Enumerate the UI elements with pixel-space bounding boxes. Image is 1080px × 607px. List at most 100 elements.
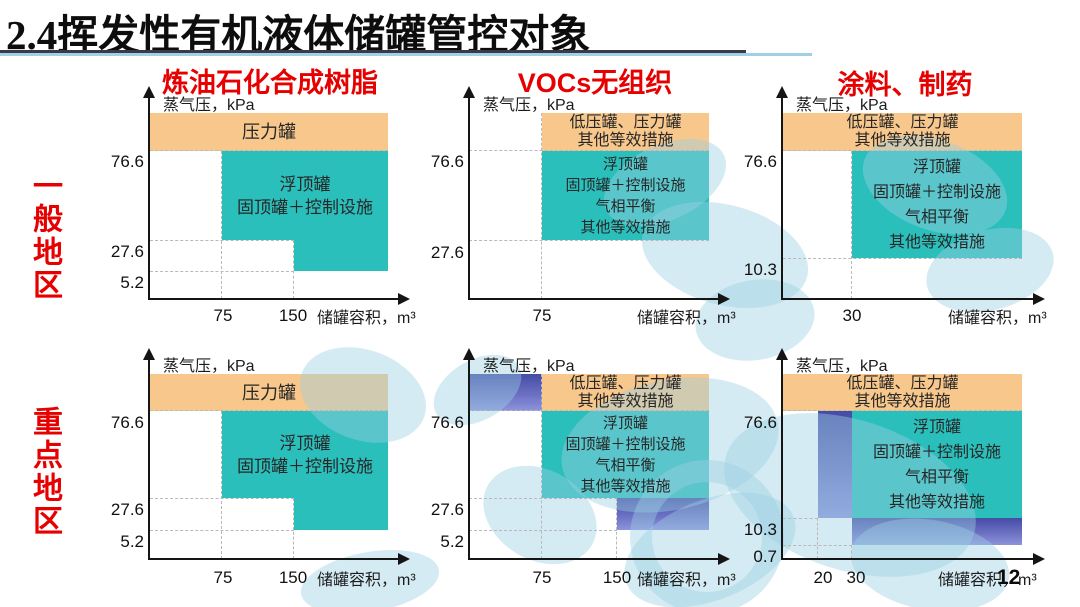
- chartE-gridline-75: [541, 374, 542, 559]
- column-header-refining: 炼油石化合成树脂: [162, 68, 378, 98]
- chartD-pressure-tank-region: [150, 374, 388, 411]
- chartF-y-axis: [781, 358, 783, 559]
- chartD-floating-roof-label: 浮顶罐 固顶罐＋控制设施: [237, 433, 373, 476]
- chartF-x-axis: [781, 558, 1035, 560]
- chartA-floating-roof-region: [222, 151, 388, 240]
- chartC-gridline-10-3: [783, 258, 1022, 259]
- chartF-x-axis-arrow-icon: [1033, 553, 1045, 565]
- chartC-x-axis-label: 储罐容积，m³: [948, 310, 1047, 327]
- chartF-xtick: 30: [846, 568, 866, 587]
- chartC-y-axis-label: 蒸气压，kPa: [796, 97, 888, 114]
- chartD-y-axis: [148, 358, 150, 559]
- chartB-low-pressure-region: [542, 113, 709, 151]
- chartF-xtick: 20: [813, 568, 833, 587]
- chartE-ytick: 76.6: [430, 413, 464, 432]
- chartD-gridline-76-6: [150, 410, 388, 411]
- chartC-floating-roof-region: [852, 151, 1022, 258]
- chartD-xtick: 150: [278, 568, 308, 587]
- chartC-low-pressure-region: [783, 113, 1022, 151]
- chartF-ytick: 0.7: [753, 547, 777, 566]
- chartE-floating-roof-label: 浮顶罐 固顶罐＋控制设施 气相平衡 其他等效措施: [565, 414, 686, 495]
- chartA-pressure-tank-region: [150, 113, 388, 151]
- chartF-ytick: 76.6: [743, 413, 777, 432]
- chartE-low-pressure-label: 低压罐、压力罐 其他等效措施: [569, 374, 682, 410]
- chartB-low-pressure-label: 低压罐、压力罐 其他等效措施: [569, 114, 682, 149]
- chartD-pressure-tank-label: 压力罐: [242, 382, 296, 403]
- chartC-y-axis: [781, 96, 783, 299]
- chartA-ytick: 76.6: [110, 152, 144, 171]
- chartE-x-axis: [468, 558, 720, 560]
- chartD-gridline-150: [293, 498, 294, 559]
- chartA-xtick: 75: [213, 306, 233, 325]
- chartB-xtick: 75: [532, 306, 552, 325]
- column-header-vocs: VOCs无组织: [517, 68, 673, 98]
- chartB-x-axis: [468, 298, 720, 300]
- chartC-floating-roof-label: 浮顶罐 固顶罐＋控制设施 气相平衡 其他等效措施: [872, 158, 1001, 251]
- chartC-x-axis-arrow-icon: [1033, 293, 1045, 305]
- chartA-gridline-75: [221, 151, 222, 299]
- chartE-x-axis-label: 储罐容积，m³: [637, 572, 736, 589]
- chartF-low-pressure-region: [783, 374, 1022, 411]
- chartD-y-axis-arrow-icon: [143, 348, 155, 360]
- chartA-xtick: 150: [278, 306, 308, 325]
- chartF-x-axis-label: 储罐容积，m³: [938, 572, 1037, 589]
- row-header-general: 一般地区: [28, 170, 61, 302]
- chartD-y-axis-label: 蒸气压，kPa: [163, 358, 255, 375]
- chartA-ytick: 5.2: [120, 273, 144, 292]
- chartA-y-axis-label: 蒸气压，kPa: [163, 97, 255, 114]
- chartD-floating-roof-region-step: [294, 498, 388, 530]
- chartE-xtick: 150: [602, 568, 632, 587]
- row-header-key: 重点地区: [28, 406, 61, 538]
- chartB-y-axis-label: 蒸气压，kPa: [483, 97, 575, 114]
- chartA-x-axis-label: 储罐容积，m³: [317, 310, 416, 327]
- chartF-gridline-20: [817, 518, 818, 559]
- chartB-ytick: 76.6: [430, 152, 464, 171]
- chartD-floating-roof-region: [222, 411, 388, 498]
- chartE-gridline-5-2: [469, 530, 617, 531]
- chartD-x-axis-label: 储罐容积，m³: [317, 572, 416, 589]
- chartE-ytick: 5.2: [440, 532, 464, 551]
- chartF-extra-control-region-bottom: [852, 518, 1022, 545]
- chartD-gridline-75: [221, 411, 222, 559]
- chartA-pressure-tank-label: 压力罐: [242, 122, 296, 142]
- chartB-y-axis: [468, 96, 470, 299]
- chartC-x-axis: [781, 298, 1035, 300]
- chartE-x-axis-arrow-icon: [718, 553, 730, 565]
- chartA-gridline-76-6: [150, 150, 388, 151]
- chartC-ytick: 76.6: [743, 152, 777, 171]
- chartE-gridline-150: [616, 498, 617, 559]
- chartC-low-pressure-label: 低压罐、压力罐 其他等效措施: [846, 114, 959, 149]
- chartE-y-axis-label: 蒸气压，kPa: [483, 358, 575, 375]
- chartE-gridline-27-6: [469, 498, 617, 499]
- chartC-y-axis-arrow-icon: [776, 86, 788, 98]
- chartC-ytick: 10.3: [743, 260, 777, 279]
- chartA-gridline-150: [293, 240, 294, 299]
- chartB-gridline-27-6: [469, 240, 709, 241]
- title-underline-accent: [0, 53, 812, 56]
- chartC-gridline-76-6: [783, 150, 1022, 151]
- chartB-floating-roof-label: 浮顶罐 固顶罐＋控制设施 气相平衡 其他等效措施: [565, 155, 686, 236]
- chartD-x-axis: [148, 558, 400, 560]
- chartA-floating-roof-region-step: [294, 240, 388, 271]
- chartB-gridline-76-6: [469, 150, 709, 151]
- chartB-y-axis-arrow-icon: [463, 86, 475, 98]
- chartA-ytick: 27.6: [110, 242, 144, 261]
- chartE-y-axis-arrow-icon: [463, 348, 475, 360]
- chartE-low-pressure-region: [542, 374, 709, 411]
- chartA-gridline-27-6: [150, 240, 294, 241]
- chartA-gridline-5-2: [150, 271, 294, 272]
- chartB-ytick: 27.6: [430, 243, 464, 262]
- chartD-gridline-27-6: [150, 498, 294, 499]
- chartC-xtick: 30: [842, 306, 862, 325]
- chartE-xtick: 75: [532, 568, 552, 587]
- chartE-ytick: 27.6: [430, 500, 464, 519]
- chartF-y-axis-arrow-icon: [776, 348, 788, 360]
- chartD-xtick: 75: [213, 568, 233, 587]
- chartE-extra-control-region-top: [470, 374, 542, 411]
- chartD-x-axis-arrow-icon: [398, 553, 410, 565]
- chartF-low-pressure-label: 低压罐、压力罐 其他等效措施: [846, 374, 959, 410]
- chartE-gridline-76-6: [469, 410, 709, 411]
- chartC-gridline-30: [851, 151, 852, 299]
- chartE-y-axis: [468, 358, 470, 559]
